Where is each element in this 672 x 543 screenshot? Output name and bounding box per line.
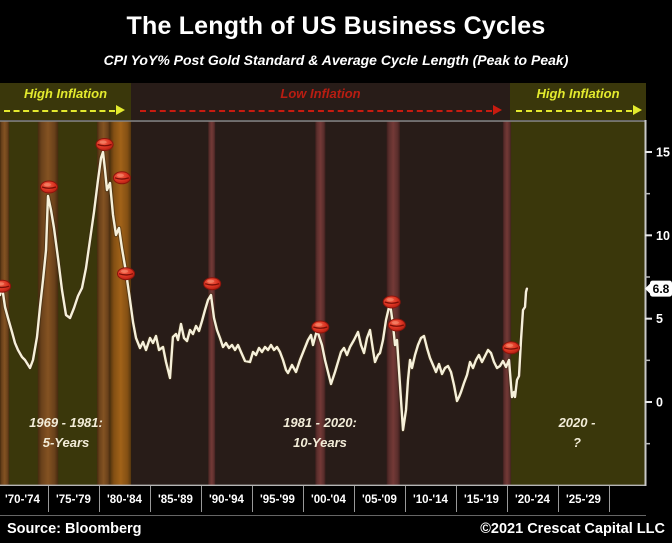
- low-inflation-section: Low Inflation: [131, 83, 510, 120]
- svg-text:15: 15: [656, 145, 670, 159]
- x-axis-tick: [507, 486, 508, 512]
- footer-bar: Source: Bloomberg ©2021 Crescat Capital …: [0, 515, 672, 543]
- left-dashed-arrow: [4, 105, 125, 115]
- x-axis-tick: [99, 486, 100, 512]
- arrow-head-icon: [493, 105, 502, 115]
- high-inflation-right-section: High Inflation: [510, 83, 646, 120]
- x-axis-tick: [150, 486, 151, 512]
- svg-text:5: 5: [656, 312, 663, 326]
- svg-text:6.8: 6.8: [653, 282, 670, 296]
- x-axis-label: '75-'79: [56, 494, 91, 506]
- x-axis-tick: [48, 486, 49, 512]
- arrow-head-icon: [633, 105, 642, 115]
- x-axis-tick: [303, 486, 304, 512]
- high-inflation-right-label: High Inflation: [536, 86, 620, 101]
- annotation-line: 1981 - 2020:: [283, 415, 357, 430]
- x-axis-label: '95-'99: [260, 494, 295, 506]
- x-axis-label: '10-'14: [413, 494, 448, 506]
- copyright-label: ©2021 Crescat Capital LLC: [480, 521, 665, 537]
- page-title: The Length of US Business Cycles: [126, 12, 546, 40]
- annotation-line: 1969 - 1981:: [29, 415, 103, 430]
- source-label: Source: Bloomberg: [7, 521, 142, 537]
- x-axis-label: '15-'19: [464, 494, 499, 506]
- x-axis-tick: [609, 486, 610, 512]
- x-axis-label: '00-'04: [311, 494, 346, 506]
- x-axis-label: '90-'94: [209, 494, 244, 506]
- x-axis-tick: [558, 486, 559, 512]
- annotation-cycle-1981-2020: 1981 - 2020: 10-Years: [262, 413, 378, 453]
- x-axis-tick: [456, 486, 457, 512]
- low-inflation-label: Low Inflation: [280, 86, 361, 101]
- x-axis-label: '25-'29: [566, 494, 601, 506]
- x-axis-label: '20-'24: [515, 494, 550, 506]
- mid-dashed-arrow: [140, 105, 502, 115]
- annotation-line: ?: [573, 435, 581, 450]
- annotation-line: 10-Years: [293, 435, 347, 450]
- annotation-line: 5-Years: [42, 435, 90, 450]
- annotation-line: 2020 -: [558, 415, 596, 430]
- page-subtitle: CPI YoY% Post Gold Standard & Average Cy…: [103, 52, 569, 68]
- right-dashed-arrow: [516, 105, 642, 115]
- x-axis-label: '70-'74: [5, 494, 40, 506]
- x-axis-tick: [405, 486, 406, 512]
- x-axis: '70-'74 '75-'79 '80-'84 '85-'89 '90-'94 '95-'…: [0, 486, 646, 516]
- annotation-cycle-1969-1981: 1969 - 1981: 5-Years: [10, 413, 122, 453]
- x-axis-tick: [252, 486, 253, 512]
- x-axis-label: '05-'09: [362, 494, 397, 506]
- annotation-cycle-2020: 2020 - ?: [520, 413, 634, 453]
- x-axis-label: '80-'84: [107, 494, 142, 506]
- x-axis-tick: [201, 486, 202, 512]
- cpi-line-chart: 0 5 10 15 6.8: [0, 120, 672, 486]
- svg-text:0: 0: [656, 396, 663, 410]
- high-inflation-left-label: High Inflation: [23, 86, 108, 101]
- plot-area: 0 5 10 15 6.8 1969 - 1981: 5-Years 1981 - 20…: [0, 120, 672, 486]
- svg-text:10: 10: [656, 229, 670, 243]
- high-inflation-left-section: High Inflation: [0, 83, 131, 120]
- x-axis-label: '85-'89: [158, 494, 193, 506]
- x-axis-tick: [354, 486, 355, 512]
- inflation-regime-header: High Inflation Low Inflation High Inflat…: [0, 83, 672, 120]
- arrow-head-icon: [116, 105, 125, 115]
